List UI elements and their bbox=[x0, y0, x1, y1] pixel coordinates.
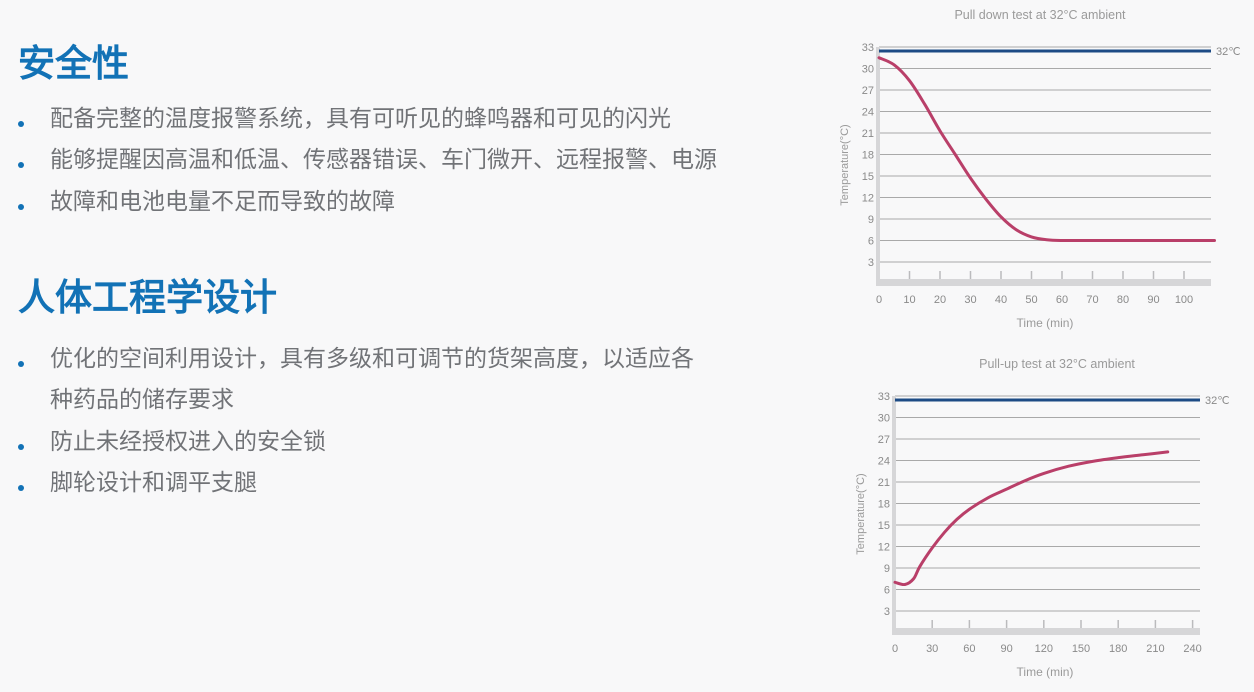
svg-text:30: 30 bbox=[964, 294, 976, 306]
svg-text:Time (min): Time (min) bbox=[1017, 316, 1074, 330]
svg-text:24: 24 bbox=[878, 456, 890, 468]
svg-text:60: 60 bbox=[963, 643, 975, 655]
svg-text:20: 20 bbox=[934, 294, 946, 306]
svg-text:30: 30 bbox=[926, 643, 938, 655]
svg-text:24: 24 bbox=[862, 107, 874, 119]
svg-text:50: 50 bbox=[1025, 294, 1037, 306]
svg-text:15: 15 bbox=[862, 171, 874, 183]
svg-text:27: 27 bbox=[862, 85, 874, 97]
svg-text:Time (min): Time (min) bbox=[1017, 665, 1074, 679]
svg-text:33: 33 bbox=[878, 391, 890, 403]
svg-text:18: 18 bbox=[878, 499, 890, 511]
svg-text:60: 60 bbox=[1056, 294, 1068, 306]
svg-text:6: 6 bbox=[868, 236, 874, 248]
svg-text:3: 3 bbox=[884, 606, 890, 618]
svg-text:Temperature(°C): Temperature(°C) bbox=[839, 124, 851, 205]
svg-text:9: 9 bbox=[868, 214, 874, 226]
svg-text:150: 150 bbox=[1072, 643, 1090, 655]
svg-text:9: 9 bbox=[884, 563, 890, 575]
svg-text:120: 120 bbox=[1035, 643, 1053, 655]
svg-text:90: 90 bbox=[1000, 643, 1012, 655]
svg-text:6: 6 bbox=[884, 585, 890, 597]
svg-text:32℃: 32℃ bbox=[1216, 46, 1241, 58]
svg-text:210: 210 bbox=[1146, 643, 1164, 655]
svg-text:18: 18 bbox=[862, 150, 874, 162]
svg-text:30: 30 bbox=[878, 413, 890, 425]
svg-text:240: 240 bbox=[1183, 643, 1201, 655]
svg-text:27: 27 bbox=[878, 434, 890, 446]
svg-text:10: 10 bbox=[903, 294, 915, 306]
svg-text:90: 90 bbox=[1147, 294, 1159, 306]
svg-text:Pull-up test at 32°C ambient: Pull-up test at 32°C ambient bbox=[979, 357, 1135, 371]
svg-text:80: 80 bbox=[1117, 294, 1129, 306]
svg-text:70: 70 bbox=[1086, 294, 1098, 306]
svg-text:100: 100 bbox=[1175, 294, 1193, 306]
svg-text:12: 12 bbox=[878, 542, 890, 554]
svg-text:32℃: 32℃ bbox=[1205, 395, 1230, 407]
svg-text:30: 30 bbox=[862, 64, 874, 76]
svg-text:33: 33 bbox=[862, 42, 874, 54]
svg-text:21: 21 bbox=[878, 477, 890, 489]
svg-text:0: 0 bbox=[892, 643, 898, 655]
svg-text:Temperature(°C): Temperature(°C) bbox=[855, 473, 867, 554]
svg-text:Pull down test at 32°C ambient: Pull down test at 32°C ambient bbox=[954, 8, 1126, 22]
svg-text:12: 12 bbox=[862, 193, 874, 205]
svg-text:21: 21 bbox=[862, 128, 874, 140]
svg-text:180: 180 bbox=[1109, 643, 1127, 655]
svg-text:3: 3 bbox=[868, 257, 874, 269]
svg-text:40: 40 bbox=[995, 294, 1007, 306]
svg-text:15: 15 bbox=[878, 520, 890, 532]
svg-text:0: 0 bbox=[876, 294, 882, 306]
